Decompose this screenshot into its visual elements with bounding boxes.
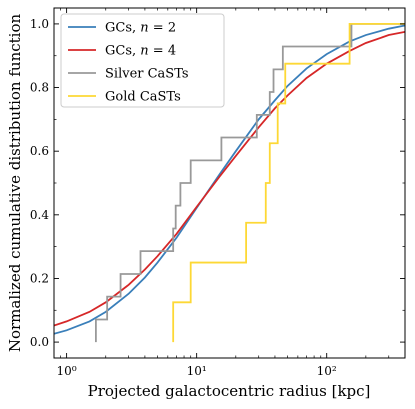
legend-label: GCs, n = 4 [105, 44, 176, 59]
y-axis-label: Normalized cumulative distribution funct… [6, 14, 24, 353]
x-tick-label: 10² [317, 364, 337, 378]
y-tick-label: 0.0 [30, 335, 49, 349]
y-tick-label: 0.8 [30, 81, 49, 95]
series-line-0 [54, 24, 405, 335]
x-axis-label: Projected galactocentric radius [kpc] [88, 382, 371, 400]
legend-box [60, 13, 225, 108]
legend: GCs, n = 2 GCs, n = 4 Silver CaSTs Gold CaS… [60, 13, 225, 108]
series-line-2 [95, 23, 405, 343]
series-layer [54, 23, 405, 343]
y-tick-label: 0.6 [30, 144, 49, 158]
legend-label: GCs, n = 2 [105, 21, 176, 36]
x-tick-label: 10¹ [187, 364, 207, 378]
y-tick-label: 1.0 [30, 17, 49, 31]
legend-label: Gold CaSTs [105, 90, 181, 105]
x-axis: 10⁰ 10¹ 10² [57, 8, 390, 378]
y-tick-label: 0.2 [30, 271, 49, 285]
y-tick-label: 0.4 [30, 208, 49, 222]
x-tick-label: 10⁰ [57, 364, 77, 378]
y-axis: 0.0 0.2 0.4 0.6 0.8 1.0 [30, 17, 405, 349]
series-line-3 [172, 23, 405, 343]
series-line-1 [54, 30, 405, 327]
legend-label: Silver CaSTs [105, 67, 189, 82]
